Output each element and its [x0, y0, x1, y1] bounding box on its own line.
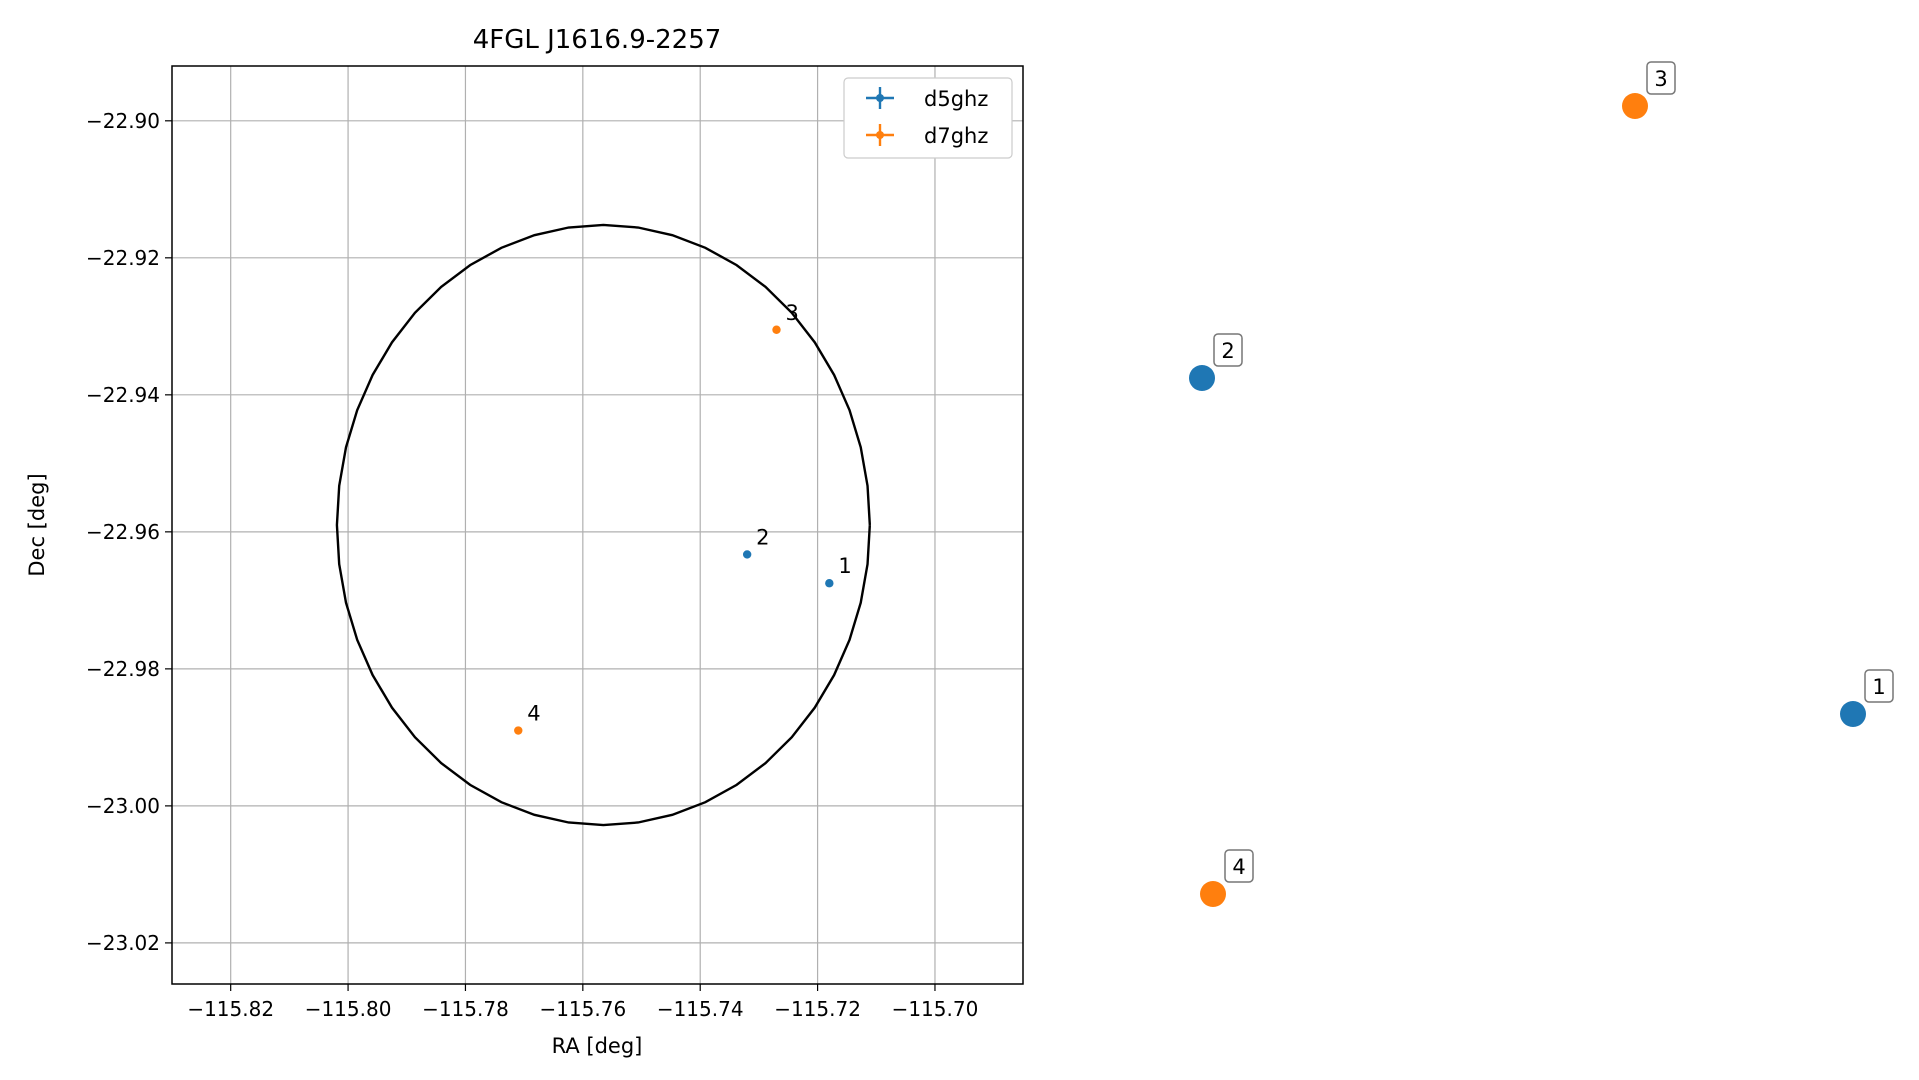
plot-frame	[171, 65, 1024, 985]
x-tick-label: −115.76	[539, 997, 626, 1021]
legend-label: d5ghz	[924, 87, 988, 111]
large-point	[1189, 365, 1215, 391]
x-tick-label: −115.70	[892, 997, 979, 1021]
large-point	[1622, 93, 1648, 119]
x-axis-ticks: −115.82 −115.80 −115.78 −115.76 −115.74 −115.…	[187, 984, 978, 1021]
point-label-box	[1646, 61, 1676, 95]
point-label: 3	[1654, 67, 1667, 91]
point-label-box	[1864, 669, 1894, 703]
point-label-box	[1213, 333, 1243, 367]
y-tick-label: −23.02	[86, 931, 160, 955]
y-tick-label: −22.96	[86, 520, 160, 544]
data-point-d5ghz	[825, 579, 834, 588]
right-panel: 1 2 3 4	[1189, 61, 1894, 907]
y-axis-label: Dec [deg]	[25, 473, 49, 576]
y-tick-label: −22.92	[86, 246, 160, 270]
point-label: 4	[527, 702, 540, 726]
x-tick-label: −115.74	[657, 997, 744, 1021]
data-point-d7ghz	[772, 325, 781, 334]
y-tick-label: −22.94	[86, 383, 160, 407]
x-tick-label: −115.72	[774, 997, 861, 1021]
legend: d5ghz d7ghz	[843, 77, 1013, 159]
points-layer: 1 2 3 4	[514, 301, 852, 735]
legend-label: d7ghz	[924, 124, 988, 148]
data-point-d5ghz	[742, 550, 752, 559]
legend-marker-dot	[876, 94, 884, 102]
error-ellipse	[335, 223, 872, 827]
large-point	[1200, 881, 1226, 907]
y-tick-label: −23.00	[86, 794, 160, 818]
error-ellipse-layer	[335, 223, 872, 827]
x-tick-label: −115.78	[422, 997, 509, 1021]
y-axis-ticks: −22.90 −22.92 −22.94 −22.96 −22.98 −23.00 −23.…	[86, 109, 172, 955]
x-tick-label: −115.82	[187, 997, 274, 1021]
point-label-box	[1224, 849, 1254, 883]
data-point-d7ghz	[514, 726, 523, 735]
x-tick-label: −115.80	[305, 997, 392, 1021]
point-label: 3	[786, 301, 799, 325]
point-label: 4	[1232, 855, 1245, 879]
point-label: 1	[838, 554, 851, 578]
chart-title: 4FGL J1616.9-2257	[473, 25, 722, 55]
x-axis-label: RA [deg]	[552, 1034, 643, 1058]
point-label: 2	[1221, 339, 1234, 363]
grid	[172, 66, 1023, 984]
point-label: 2	[756, 525, 769, 549]
legend-marker-dot	[876, 131, 884, 139]
large-point	[1840, 701, 1866, 727]
y-tick-label: −22.98	[86, 657, 160, 681]
y-tick-label: −22.90	[86, 109, 160, 133]
point-label: 1	[1872, 675, 1885, 699]
